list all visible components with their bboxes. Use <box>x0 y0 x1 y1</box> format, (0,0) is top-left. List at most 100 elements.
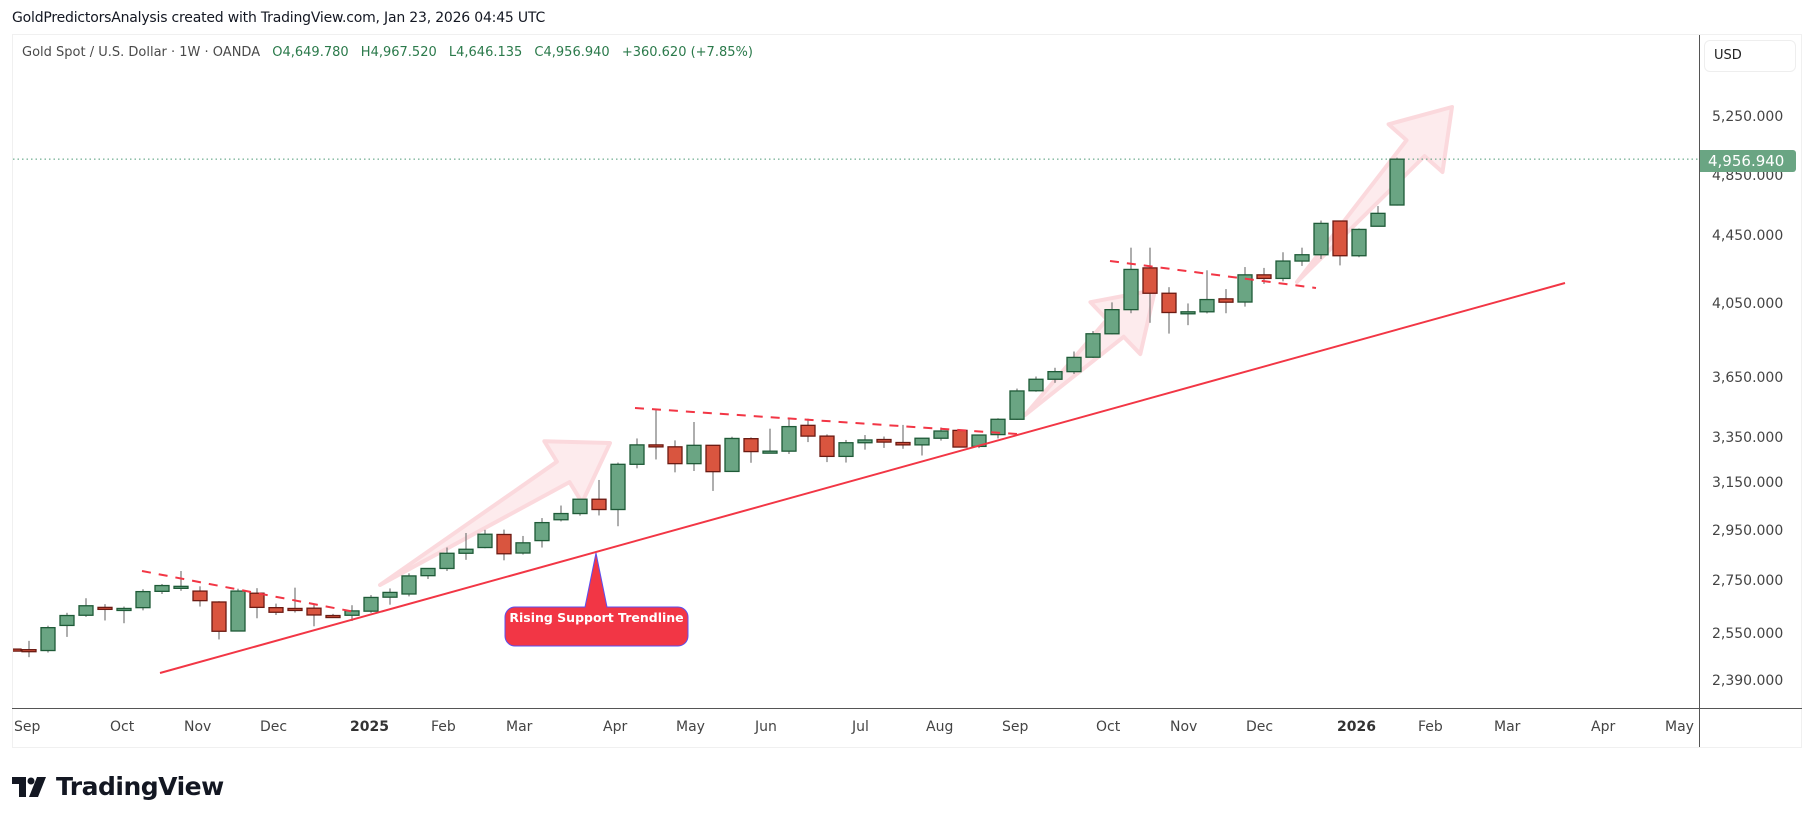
price-axis-label: 2,950.000 <box>1712 523 1784 539</box>
candle-up <box>1351 228 1367 257</box>
time-axis-label: May <box>1665 719 1694 735</box>
candle-up <box>1009 390 1025 420</box>
time-axis-label: Jul <box>852 719 869 735</box>
dashed-resistance-line <box>1109 260 1317 289</box>
candle-down <box>287 607 303 612</box>
candle-down <box>876 438 892 443</box>
candle-down <box>1332 220 1348 257</box>
candle-up <box>781 425 797 452</box>
candle-up <box>40 627 56 652</box>
candle-down <box>895 441 911 446</box>
candle-up <box>1104 309 1120 335</box>
trendline-callout-label: Rising Support Trendline <box>509 610 684 625</box>
candle-up <box>116 607 132 612</box>
candle-up <box>1047 370 1063 380</box>
candle-up <box>344 610 360 616</box>
time-axis-label: Apr <box>1591 719 1616 735</box>
candle-down <box>1142 267 1158 294</box>
candle-down <box>1218 298 1234 303</box>
time-axis-label: Feb <box>431 719 456 735</box>
candle-up <box>762 450 778 454</box>
candle-down <box>648 444 664 448</box>
candle-down <box>325 614 341 619</box>
candle-up <box>534 521 550 542</box>
candle-up <box>838 442 854 458</box>
candle-down <box>819 435 835 458</box>
time-axis-label: Dec <box>1246 719 1274 735</box>
candle-up <box>230 590 246 632</box>
candle-up <box>1313 222 1329 256</box>
candle-down <box>667 446 683 465</box>
price-axis-divider <box>1699 35 1700 747</box>
candle-up <box>420 567 436 577</box>
legend-close: C4,956.940 <box>534 45 610 60</box>
candle-down <box>192 590 208 602</box>
price-axis-label: 5,250.000 <box>1712 109 1784 125</box>
candle-up <box>1123 268 1139 311</box>
candle-up <box>914 437 930 446</box>
price-axis-label: 2,390.000 <box>1712 673 1784 689</box>
candle-up <box>363 596 379 612</box>
candle-up <box>1389 158 1405 206</box>
price-axis-label: 2,750.000 <box>1712 573 1784 589</box>
candle-up <box>857 439 873 444</box>
chart-frame <box>12 34 1802 748</box>
legend-open: O4,649.780 <box>272 45 349 60</box>
time-axis-label: Aug <box>926 719 954 735</box>
candle-down <box>952 429 968 448</box>
candle-up <box>1066 356 1082 373</box>
candle-up <box>553 512 569 521</box>
candle-down <box>97 606 113 611</box>
candle-up <box>1275 260 1291 280</box>
candle-up <box>686 444 702 465</box>
tradingview-logo[interactable]: TradingView <box>12 772 224 801</box>
trendline-callout-bubble <box>504 552 689 647</box>
symbol-title[interactable]: Gold Spot / U.S. Dollar · 1W · OANDA <box>22 45 261 60</box>
candle-up <box>1294 254 1310 262</box>
candle-up <box>1370 212 1386 227</box>
candle-up <box>1237 274 1253 303</box>
price-axis-label: 3,150.000 <box>1712 475 1784 491</box>
time-axis-label: Sep <box>14 719 41 735</box>
candle-down <box>743 438 759 453</box>
time-axis-label: May <box>676 719 705 735</box>
time-axis-label: Mar <box>506 719 533 735</box>
candle-down <box>800 424 816 437</box>
candle-down <box>1161 292 1177 314</box>
candle-up <box>382 591 398 598</box>
rising-support-trendline <box>159 282 1566 674</box>
candle-down <box>211 601 227 632</box>
projection-arrow-shape <box>378 439 612 587</box>
price-axis-label: 4,050.000 <box>1712 296 1784 312</box>
candle-up <box>933 430 949 439</box>
candle-up <box>439 552 455 570</box>
candle-down <box>268 606 284 613</box>
price-axis-label: 3,350.000 <box>1712 430 1784 446</box>
candles-group <box>13 157 1405 658</box>
legend-change: +360.620 (+7.85%) <box>621 45 753 60</box>
currency-button[interactable]: USD <box>1704 40 1796 72</box>
projection-arrow-shape <box>1295 105 1454 284</box>
candle-up <box>173 585 189 589</box>
time-axis-label: Oct <box>110 719 135 735</box>
candle-up <box>154 584 170 592</box>
legend-high: H4,967.520 <box>360 45 437 60</box>
time-axis-divider <box>12 708 1802 709</box>
time-axis-label: Nov <box>184 719 212 735</box>
candle-up <box>572 498 588 515</box>
candle-up <box>477 533 493 549</box>
candle-up <box>401 575 417 595</box>
candle-up <box>629 444 645 465</box>
time-axis-label: Dec <box>260 719 288 735</box>
price-axis-label: 4,850.000 <box>1712 168 1784 184</box>
legend-low: L4,646.135 <box>448 45 523 60</box>
candle-up <box>1028 378 1044 392</box>
candle-up <box>990 418 1006 436</box>
current-price-tag: 4,956.940 <box>1700 150 1796 172</box>
candle-up <box>59 614 75 627</box>
time-axis-label: Mar <box>1494 719 1521 735</box>
candle-up <box>1180 311 1196 315</box>
time-axis-label: 2026 <box>1337 719 1376 735</box>
time-axis-label: 2025 <box>350 719 389 735</box>
